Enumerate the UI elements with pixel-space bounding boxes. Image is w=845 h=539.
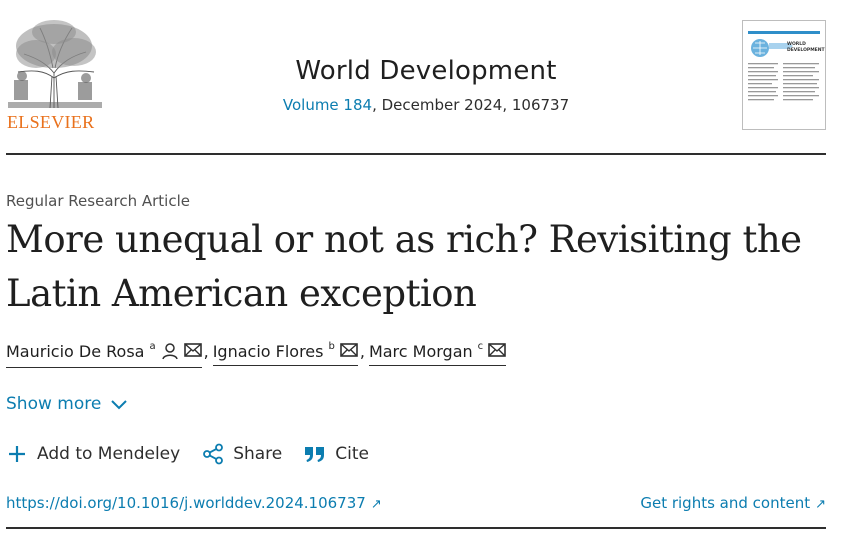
doi-rights-row: https://doi.org/10.1016/j.worlddev.2024.…	[6, 494, 826, 512]
person-icon	[161, 342, 179, 364]
show-more-button[interactable]: Show more	[6, 394, 128, 414]
plus-icon	[9, 446, 25, 462]
chevron-down-icon	[111, 400, 128, 410]
cite-label: Cite	[335, 444, 369, 464]
share-button[interactable]: Share	[202, 443, 282, 465]
article-title-line1: More unequal or not as rich? Revisiting …	[6, 218, 802, 261]
author-name: Marc Morgan	[368, 342, 473, 361]
share-icon	[203, 443, 224, 465]
issue-detail: , December 2024, 106737	[372, 96, 570, 114]
cover-title-line2: DEVELOPMENT	[787, 47, 825, 53]
add-to-mendeley-label: Add to Mendeley	[37, 444, 181, 464]
elsevier-tree-icon	[8, 20, 102, 109]
get-rights-link[interactable]: Get rights and content ↗	[640, 494, 826, 512]
journal-cover-image: WORLD DEVELOPMENT	[748, 31, 826, 101]
envelope-icon	[340, 342, 358, 362]
envelope-icon	[488, 342, 506, 362]
cite-button[interactable]: Cite	[304, 444, 369, 464]
author-de-rosa[interactable]: Mauricio De Rosa a	[6, 341, 202, 368]
author-separator: ,	[203, 342, 209, 361]
show-more-label: Show more	[6, 394, 102, 414]
affiliation-marker: b	[328, 341, 335, 352]
quote-icon	[305, 447, 325, 462]
cover-title-line1: WORLD	[787, 41, 806, 47]
journal-title[interactable]: World Development	[295, 56, 557, 86]
article-actions: Add to Mendeley Share Cite	[6, 443, 391, 465]
article-title: More unequal or not as rich? Revisiting …	[6, 213, 826, 321]
external-link-icon: ↗	[815, 497, 826, 512]
author-morgan[interactable]: Marc Morgan c	[368, 341, 507, 366]
author-flores[interactable]: Ignacio Flores b	[212, 341, 358, 366]
author-name: Ignacio Flores	[212, 342, 324, 361]
article-type: Regular Research Article	[6, 192, 190, 210]
volume-link[interactable]: Volume 184	[282, 96, 373, 114]
elsevier-wordmark: ELSEVIER	[7, 112, 95, 132]
add-to-mendeley-button[interactable]: Add to Mendeley	[6, 443, 180, 465]
author-list: Mauricio De Rosa a , Ignacio Flores b , …	[6, 341, 507, 368]
journal-issue: Volume 184, December 2024, 106737	[166, 96, 686, 114]
footer-divider	[6, 527, 826, 529]
author-name: Mauricio De Rosa	[6, 342, 145, 361]
affiliation-marker: a	[149, 341, 156, 352]
external-link-icon: ↗	[370, 497, 382, 512]
doi-text: https://doi.org/10.1016/j.worlddev.2024.…	[6, 494, 366, 512]
article-title-line2: Latin American exception	[6, 272, 477, 315]
affiliation-marker: c	[477, 341, 484, 352]
header-divider	[6, 153, 826, 155]
author-separator: ,	[359, 342, 365, 361]
get-rights-text: Get rights and content	[640, 494, 811, 512]
journal-header: ELSEVIER World Development Volume 184, D…	[6, 18, 826, 133]
envelope-icon	[183, 342, 202, 362]
elsevier-logo[interactable]: ELSEVIER	[6, 18, 106, 132]
journal-info: World Development Volume 184, December 2…	[166, 56, 686, 114]
doi-link[interactable]: https://doi.org/10.1016/j.worlddev.2024.…	[6, 494, 382, 512]
share-label: Share	[233, 444, 283, 464]
journal-cover-thumbnail[interactable]: WORLD DEVELOPMENT	[742, 20, 826, 130]
